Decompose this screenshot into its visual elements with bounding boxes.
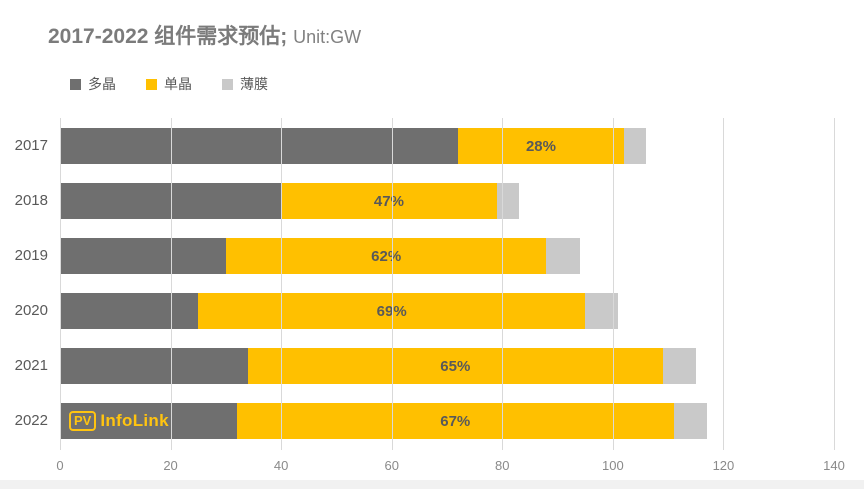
legend-label: 多晶 [88, 76, 116, 92]
segment-单晶-2021: 65% [247, 348, 663, 384]
mono-share-label-2021: 65% [440, 357, 471, 375]
legend-item-多晶: 多晶 [70, 74, 116, 94]
segment-单晶-2017: 28% [458, 128, 624, 164]
segment-单晶-2019: 62% [225, 238, 547, 274]
x-axis-tick-label: 0 [56, 458, 64, 473]
x-axis-tick-label: 40 [273, 458, 289, 473]
gridline-120 [723, 118, 725, 450]
pv-infolink-logo-name: InfoLink [100, 411, 169, 430]
x-axis: 0 20 40 60 80 100 120 140 [56, 458, 844, 478]
category-label-2020: 2020 [14, 302, 48, 319]
segment-薄膜-2018 [496, 183, 519, 219]
segment-多晶-2022: PV InfoLink [60, 403, 237, 439]
legend-swatch-icon [222, 78, 233, 90]
gridline-0 [60, 118, 61, 450]
segment-单晶-2018: 47% [281, 183, 497, 219]
gridline-20 [170, 118, 172, 450]
legend-swatch-icon [70, 78, 81, 90]
mono-share-label-2020: 69% [376, 302, 407, 320]
segment-多晶-2017 [60, 128, 459, 164]
bar-row-2018: 47% [60, 183, 519, 219]
legend-label: 薄膜 [240, 76, 268, 92]
plot-area: 28% 47% 62% 69% 65% PV InfoLink 67% [60, 118, 835, 450]
segment-薄膜-2019 [546, 238, 580, 274]
mono-share-label-2019: 62% [371, 247, 402, 265]
pv-infolink-logo: PV InfoLink [69, 411, 169, 431]
gridline-40 [281, 118, 283, 450]
legend: 多晶 单晶 薄膜 [70, 74, 268, 94]
segment-多晶-2020 [60, 293, 199, 329]
x-axis-tick-label: 20 [163, 458, 178, 473]
gridline-60 [391, 118, 393, 450]
segment-单晶-2022: 67% [236, 403, 674, 439]
bar-row-2022: PV InfoLink 67% [60, 403, 707, 439]
gridline-140 [834, 118, 835, 450]
legend-swatch-icon [146, 78, 157, 90]
x-axis-tick-label: 120 [712, 458, 735, 473]
mono-share-label-2017: 28% [525, 137, 556, 155]
segment-多晶-2019 [60, 238, 226, 274]
category-label-2021: 2021 [14, 357, 48, 374]
segment-薄膜-2021 [662, 348, 696, 384]
category-labels: 2017 2018 2019 2020 2021 2022 [0, 118, 48, 450]
bar-row-2019: 62% [60, 238, 580, 274]
category-label-2017: 2017 [14, 137, 48, 154]
segment-薄膜-2022 [673, 403, 707, 439]
x-axis-tick-label: 140 [823, 458, 845, 473]
segment-多晶-2021 [60, 348, 248, 384]
segment-单晶-2020: 69% [198, 293, 586, 329]
legend-item-单晶: 单晶 [146, 74, 192, 94]
mono-share-label-2018: 47% [373, 192, 404, 210]
bar-row-2021: 65% [60, 348, 696, 384]
x-axis-tick-label: 60 [384, 458, 399, 473]
bar-chart: 2017 2018 2019 2020 2021 2022 28% 47% 62% 69% 65%… [0, 118, 864, 480]
x-axis-tick-label: 100 [601, 458, 624, 473]
pv-infolink-logo-pv-box: PV [69, 411, 97, 431]
bar-row-2020: 69% [60, 293, 619, 329]
x-axis-tick-label: 80 [495, 458, 510, 473]
gridline-100 [612, 118, 614, 450]
mono-share-label-2022: 67% [440, 412, 471, 430]
bar-row-2017: 28% [60, 128, 646, 164]
category-label-2018: 2018 [14, 192, 48, 209]
category-label-2019: 2019 [14, 247, 48, 264]
chart-title-text: 2017-2022 组件需求预估; [48, 25, 288, 48]
chart-title-unit: Unit:GW [293, 27, 362, 47]
legend-item-薄膜: 薄膜 [222, 74, 268, 94]
bottom-strip [0, 480, 864, 489]
segment-薄膜-2020 [585, 293, 619, 329]
segment-薄膜-2017 [623, 128, 646, 164]
legend-label: 单晶 [164, 76, 192, 92]
gridline-80 [502, 118, 504, 450]
chart-title: 2017-2022 组件需求预估; Unit:GW [48, 20, 361, 50]
category-label-2022: 2022 [14, 412, 48, 429]
bars-layer: 28% 47% 62% 69% 65% PV InfoLink 67% [60, 118, 834, 450]
